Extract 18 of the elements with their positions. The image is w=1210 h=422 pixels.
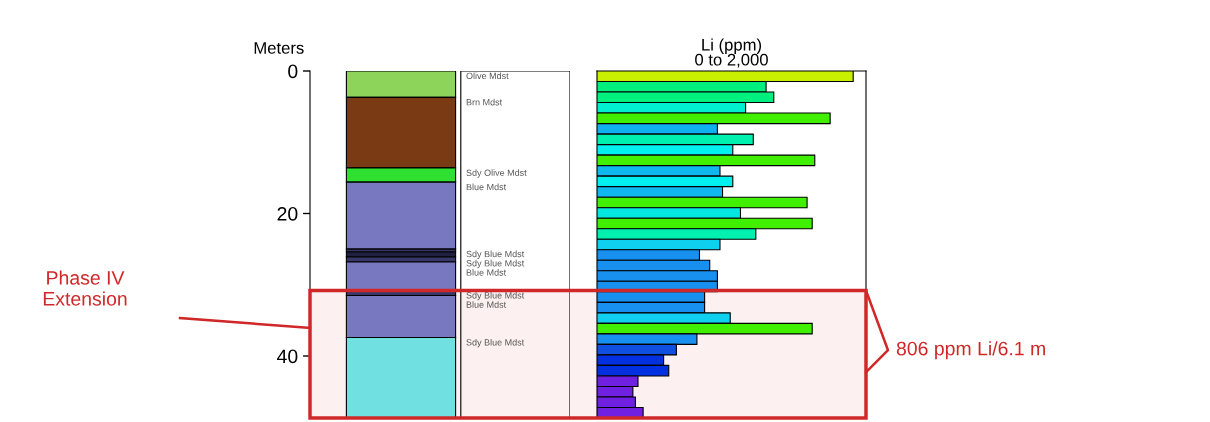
band-label: Phase IV Extension [43, 270, 127, 306]
y-tick-label: 20 [277, 206, 298, 221]
y-axis-title: Meters [254, 42, 304, 54]
series-label: Sdy Olive Mdst [466, 169, 527, 178]
y-tick-label: 40 [277, 349, 298, 364]
y-tick-label: 0 [288, 64, 298, 79]
series-label: Sdy Blue Mdst [466, 250, 525, 259]
text: 806 ppm Li/6.1 m [896, 341, 1045, 360]
series-label: Brn Mdst [466, 98, 503, 106]
series-label: Blue Mdst [466, 301, 507, 308]
chart-title: Li (ppm) [702, 38, 762, 54]
series-label: Sdy Blue Mdst [466, 338, 525, 348]
series-label: Blue Mdst [466, 183, 507, 191]
series-label: Olive Mdst [466, 72, 509, 80]
series-label: Blue Mdst [466, 269, 507, 276]
series-label: Sdy Blue Mdst [466, 259, 525, 269]
chart-subtitle: 0 to 2,000 [695, 53, 768, 68]
series-label: Sdy Blue Mdst [466, 291, 525, 301]
